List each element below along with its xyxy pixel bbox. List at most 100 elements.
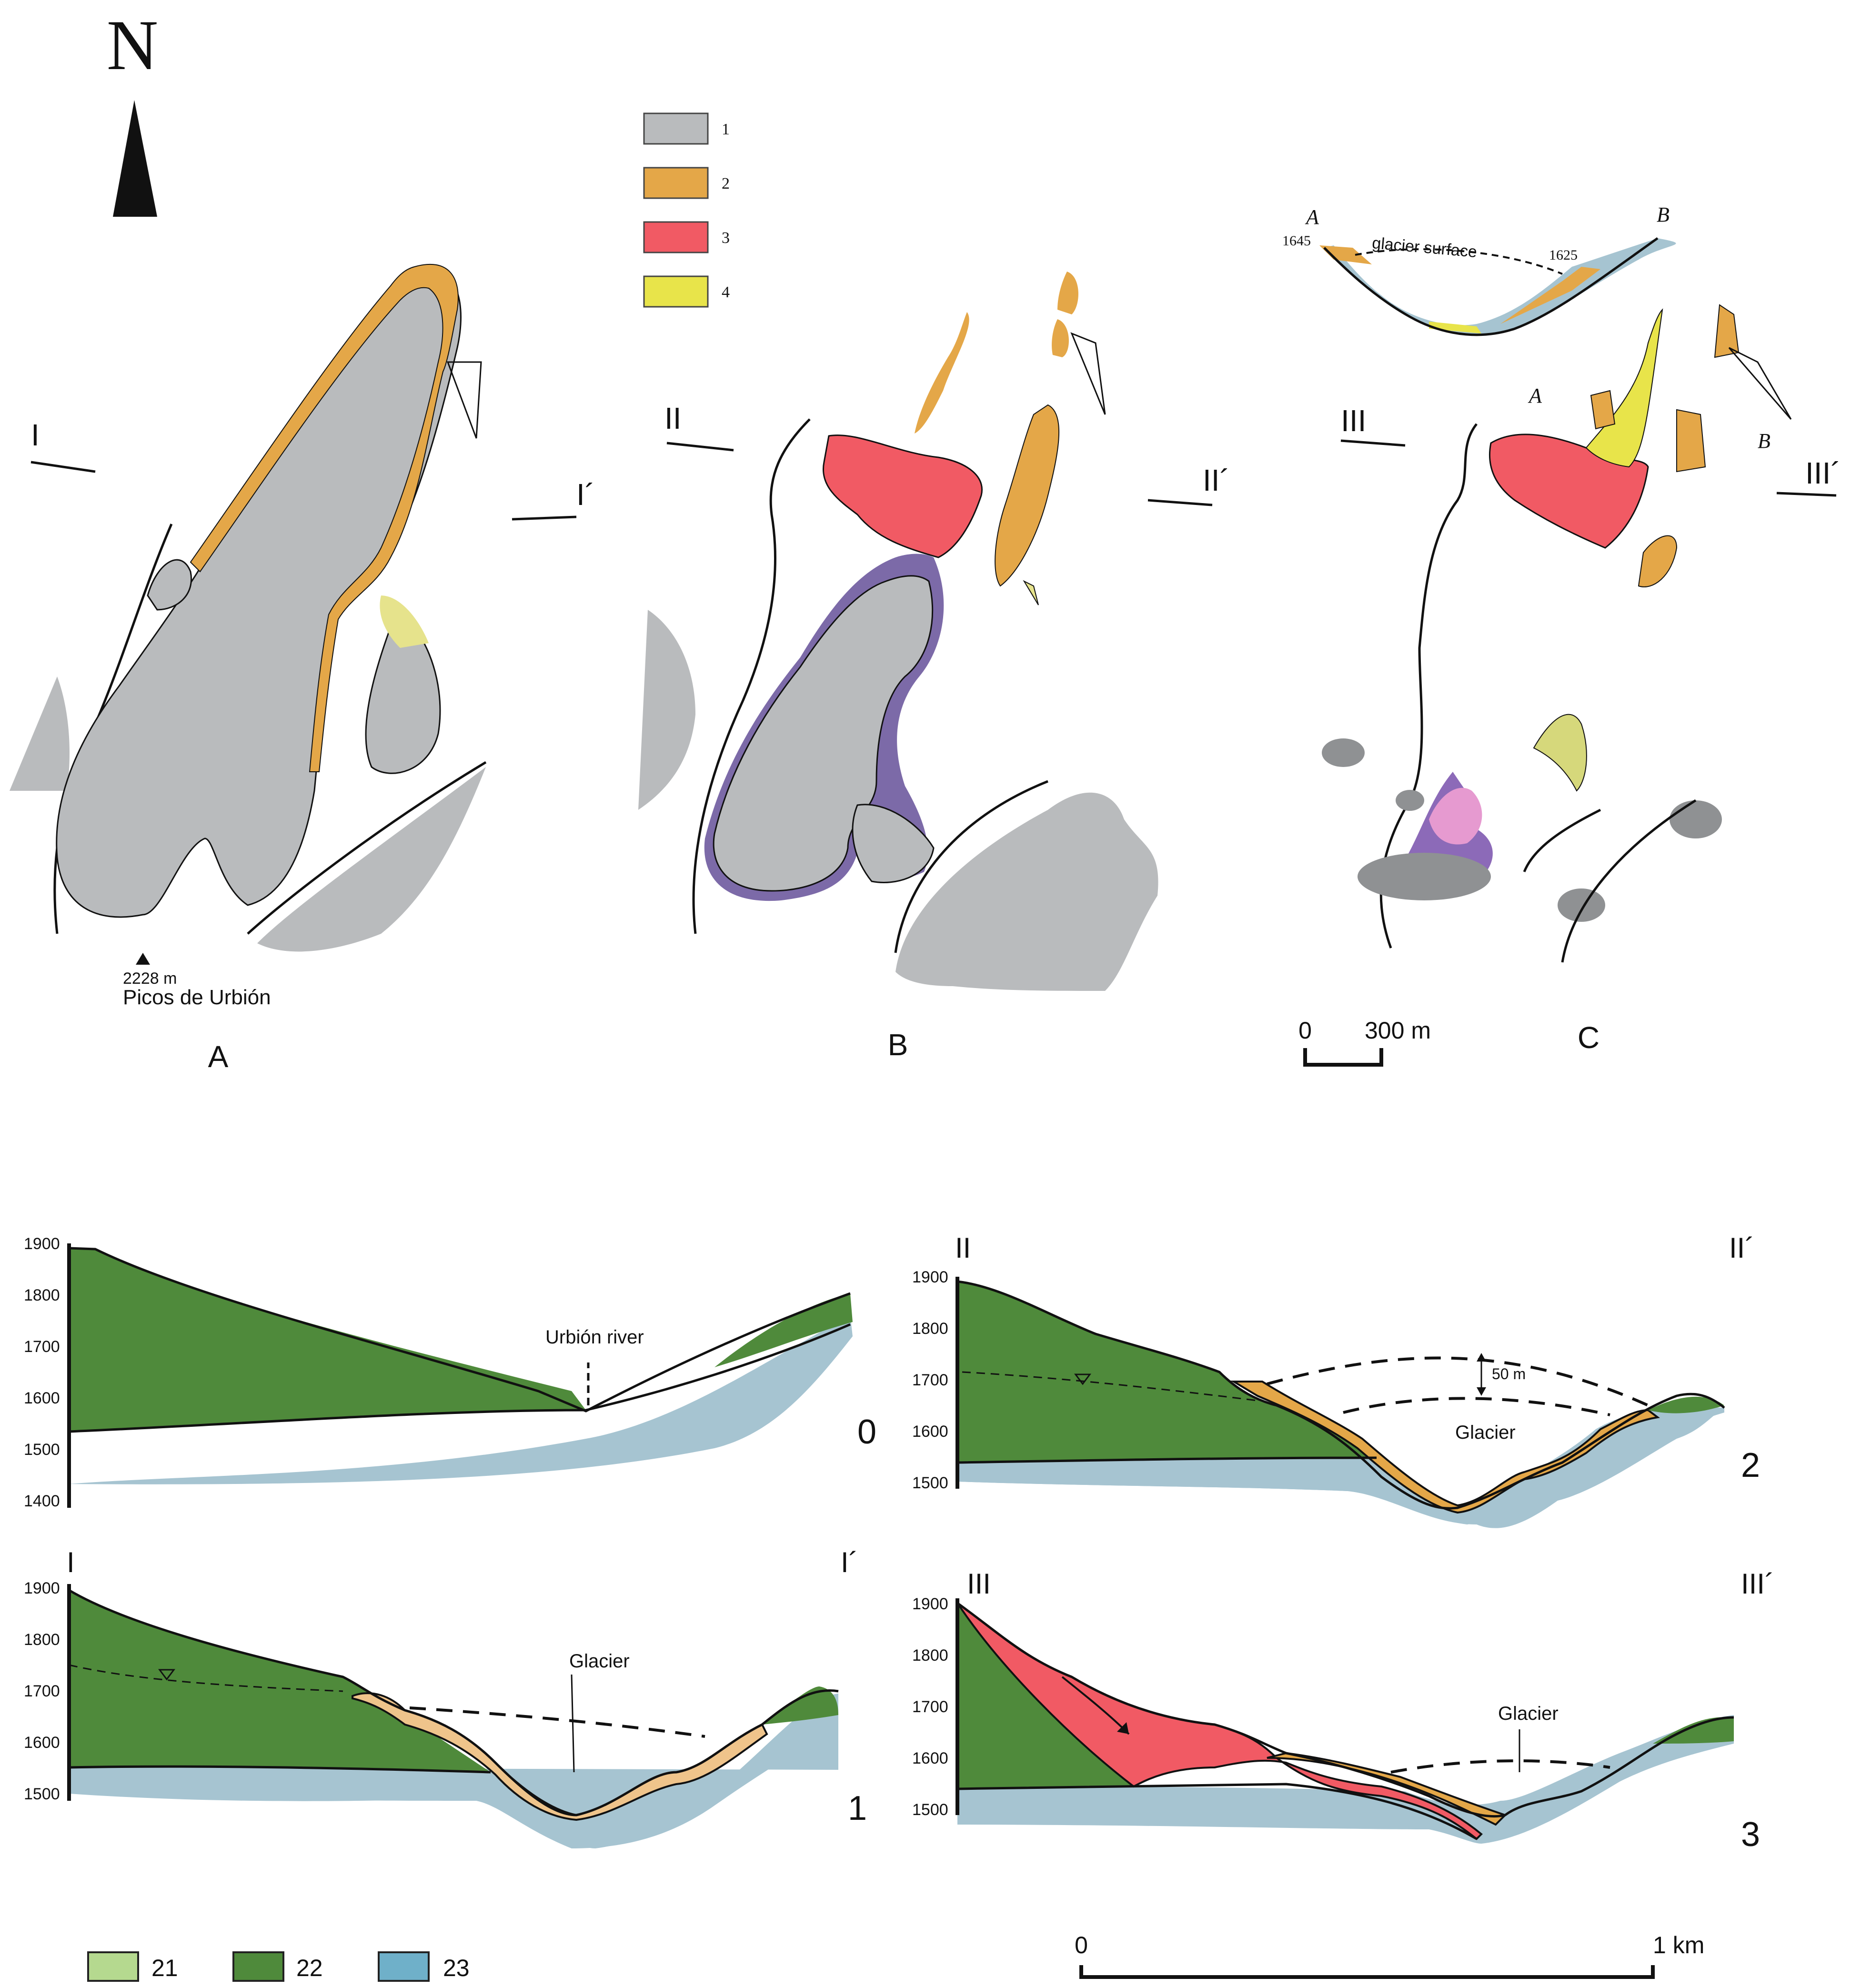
- profile-legend-label-22: 22: [296, 1955, 323, 1981]
- profile-2-tick-1500: 1500: [912, 1474, 948, 1492]
- legend-label-3: 3: [722, 229, 730, 247]
- profile-0-number: 0: [857, 1413, 876, 1451]
- till-b-4: [1052, 319, 1069, 357]
- till-c-3: [1714, 304, 1740, 358]
- profile-0-tick-1500: 1500: [24, 1441, 60, 1459]
- profile-0-surface: [69, 1247, 851, 1413]
- profile-0-green: [69, 1248, 586, 1432]
- till-c-2: [1676, 409, 1706, 473]
- profile-0-bedrock: [69, 1315, 853, 1484]
- profile-3-glacier: [1390, 1759, 1610, 1774]
- ridge-c-line: [1561, 799, 1697, 963]
- legend-swatch-4: [643, 275, 709, 308]
- rock-a-left: [10, 676, 70, 791]
- profile-1-tick-1800: 1800: [24, 1631, 60, 1649]
- profile-1-green-right: [762, 1686, 838, 1725]
- profile-1-tick-1600: 1600: [24, 1734, 60, 1752]
- rock-a-small-2: [365, 614, 441, 774]
- ridge-b-line: [894, 780, 1048, 953]
- profile-2-glacier-top: [1267, 1356, 1649, 1407]
- profile-1-water: [69, 1664, 343, 1692]
- yellow-c-2: [1533, 714, 1587, 792]
- rock-glacier-b: [823, 434, 983, 558]
- rock-a-main: [56, 274, 462, 918]
- profile-2-green-right: [1648, 1396, 1724, 1413]
- north-label: N: [107, 6, 158, 85]
- till-b-2: [995, 404, 1060, 587]
- cirque-rim-b: [692, 418, 811, 934]
- till-c-1: [1590, 390, 1616, 430]
- profile-0-annotation: Urbión river: [545, 1327, 644, 1348]
- profile-3-tick-1600: 1600: [912, 1749, 948, 1767]
- section-line-i: [30, 461, 96, 473]
- till-c-4: [1638, 535, 1678, 587]
- profile-1-surface: [68, 1589, 839, 1816]
- profile-0-tick-1600: 1600: [24, 1389, 60, 1407]
- profile-3-tick-1800: 1800: [912, 1646, 948, 1665]
- inset-surface-label: glacier surface: [1371, 234, 1478, 261]
- section-line-i-prime: [512, 515, 577, 521]
- profile-3-contact: [957, 1783, 1478, 1840]
- profile-0-tick-1400: 1400: [24, 1492, 60, 1510]
- ridge-c-line-2: [1523, 808, 1601, 872]
- inset-label-b: B: [1657, 203, 1670, 226]
- profile-0: Urbión river 1900 1800 1700 1600 1500 14…: [24, 1235, 876, 1510]
- profile-1-left-label: I: [67, 1546, 75, 1578]
- till-b-1: [915, 312, 969, 434]
- profile-0-green-right: [714, 1293, 853, 1367]
- profile-2-glacier-bottom: [1343, 1397, 1610, 1416]
- profile-1-green: [69, 1590, 491, 1772]
- profile-0-tick-1900: 1900: [24, 1235, 60, 1253]
- profile-3-tick-1900: 1900: [912, 1595, 948, 1613]
- inset-cross-section: A B 1645 1625 glacier surface: [1282, 203, 1676, 336]
- till-a-rim: [190, 264, 459, 772]
- profile-scale: 0 1 km: [1075, 1932, 1704, 1979]
- profile-3-glacier-label: Glacier: [1498, 1703, 1559, 1724]
- profile-1-tick-1700: 1700: [24, 1682, 60, 1700]
- peak-elevation: 2228 m: [123, 969, 177, 988]
- ridge-a-line: [247, 761, 487, 935]
- profile-2-number: 2: [1741, 1446, 1760, 1484]
- profile-legend: 21 22 23: [87, 1951, 470, 1982]
- profile-0-tick-1700: 1700: [24, 1338, 60, 1356]
- till-b-3: [1057, 272, 1078, 314]
- map-scale-bar: [1303, 1048, 1383, 1067]
- section-label-iii-prime: III´: [1805, 456, 1841, 490]
- profile-2-bedrock-fill: [957, 1408, 1724, 1524]
- profile-scale-end: 1 km: [1653, 1932, 1704, 1958]
- profile-3-tick-1700: 1700: [912, 1698, 948, 1716]
- profile-2-glacier-label: Glacier: [1455, 1422, 1516, 1443]
- map-point-b: B: [1758, 429, 1770, 453]
- profile-2: 50 m Glacier 1900 1800 1700 1600 1500 II…: [912, 1232, 1760, 1528]
- hatch-c: [1728, 347, 1792, 420]
- peak-name: Picos de Urbión: [123, 986, 271, 1009]
- profile-2-left-label: II: [955, 1232, 971, 1264]
- map-scale-zero: 0: [1298, 1017, 1312, 1044]
- panel-c-map: A B 1645 1625 glacier surface III III´ A…: [1282, 203, 1841, 1067]
- dark-rock-c-1: [1358, 853, 1491, 900]
- profile-1-tick-1500: 1500: [24, 1785, 60, 1803]
- rock-b-big: [895, 792, 1158, 991]
- panel-label-b: B: [888, 1028, 908, 1062]
- inset-profile: [1323, 237, 1659, 336]
- profile-legend-label-21: 21: [151, 1955, 178, 1981]
- rock-b-small: [852, 804, 935, 883]
- profile-3-surface: [956, 1602, 1734, 1818]
- profile-2-right-label: II´: [1729, 1232, 1754, 1264]
- profile-scale-zero: 0: [1075, 1932, 1088, 1958]
- section-line-iii: [1340, 439, 1406, 447]
- profile-3-right-label: III´: [1741, 1568, 1774, 1600]
- pink-c: [1429, 787, 1482, 845]
- profile-3: Glacier 1900 1800 1700 1600 1500 III III…: [912, 1568, 1774, 1854]
- profile-2-water: [962, 1371, 1258, 1402]
- section-label-iii: III: [1341, 404, 1366, 438]
- profile-1-glacier-label: Glacier: [569, 1651, 630, 1672]
- hatch-a: [446, 361, 482, 439]
- profile-2-contact: [957, 1456, 1377, 1464]
- inset-elev-right: 1625: [1549, 247, 1578, 263]
- inset-till-right: [1500, 267, 1600, 324]
- dark-rock-c-5: [1396, 790, 1424, 811]
- panel-label-a: A: [208, 1039, 229, 1074]
- profile-2-green: [957, 1282, 1377, 1463]
